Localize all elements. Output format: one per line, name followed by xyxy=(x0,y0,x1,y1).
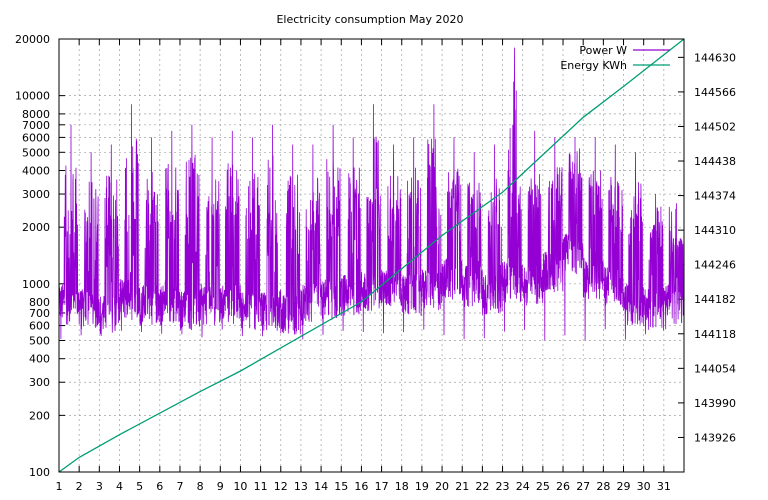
legend-label: Power W xyxy=(579,44,627,57)
x-tick-label: 27 xyxy=(576,480,590,493)
y-left-tick-label: 8000 xyxy=(22,108,50,121)
y-left-tick-label: 3000 xyxy=(22,188,50,201)
x-tick-label: 18 xyxy=(395,480,409,493)
y-right-tick-label: 144246 xyxy=(694,259,736,272)
x-tick-label: 4 xyxy=(116,480,123,493)
x-tick-label: 19 xyxy=(415,480,429,493)
x-tick-label: 5 xyxy=(136,480,143,493)
x-tick-label: 11 xyxy=(254,480,268,493)
x-tick-label: 25 xyxy=(536,480,550,493)
y-right-tick-label: 144054 xyxy=(694,362,736,375)
y-left-tick-label: 20000 xyxy=(15,33,50,46)
y-left-tick-label: 5000 xyxy=(22,146,50,159)
y-left-tick-label: 4000 xyxy=(22,165,50,178)
y-left-tick-label: 6000 xyxy=(22,131,50,144)
energy-series xyxy=(58,38,685,473)
y-left-tick-label: 200 xyxy=(29,409,50,422)
x-tick-label: 17 xyxy=(375,480,389,493)
x-tick-label: 30 xyxy=(637,480,651,493)
y-right-tick-label: 144566 xyxy=(694,86,736,99)
x-tick-label: 10 xyxy=(233,480,247,493)
x-tick-label: 3 xyxy=(96,480,103,493)
y-left-tick-label: 500 xyxy=(29,334,50,347)
x-tick-label: 6 xyxy=(156,480,163,493)
y-right-tick-label: 144630 xyxy=(694,51,736,64)
x-tick-label: 7 xyxy=(176,480,183,493)
y-left-tick-label: 2000 xyxy=(22,221,50,234)
x-tick-label: 20 xyxy=(435,480,449,493)
x-tick-label: 15 xyxy=(334,480,348,493)
x-tick-label: 9 xyxy=(217,480,224,493)
y-right-tick-label: 143990 xyxy=(694,397,736,410)
x-tick-label: 23 xyxy=(496,480,510,493)
power-series xyxy=(58,47,685,341)
x-tick-label: 1 xyxy=(56,480,63,493)
chart-title: Electricity consumption May 2020 xyxy=(276,13,463,26)
y-right-tick-label: 144438 xyxy=(694,155,736,168)
x-tick-label: 16 xyxy=(354,480,368,493)
x-tick-label: 26 xyxy=(556,480,570,493)
plot-frame xyxy=(58,38,685,473)
x-tick-label: 24 xyxy=(516,480,530,493)
y-left-tick-label: 7000 xyxy=(22,119,50,132)
x-tick-label: 13 xyxy=(294,480,308,493)
y-left-tick-label: 100 xyxy=(29,466,50,479)
y-right-tick-label: 144502 xyxy=(694,120,736,133)
y-right-tick-label: 143926 xyxy=(694,431,736,444)
x-tick-label: 14 xyxy=(314,480,328,493)
legend: Power W Energy KWh xyxy=(560,44,670,72)
x-tick-label: 22 xyxy=(475,480,489,493)
y-left-tick-label: 600 xyxy=(29,320,50,333)
x-tick-label: 2 xyxy=(76,480,83,493)
y-left-tick-label: 300 xyxy=(29,376,50,389)
y-right-tick-label: 144310 xyxy=(694,224,736,237)
energy-line xyxy=(58,38,685,473)
x-tick-label: 8 xyxy=(197,480,204,493)
y-left-tick-label: 400 xyxy=(29,353,50,366)
x-tick-label: 12 xyxy=(274,480,288,493)
axes: 1 2 3 4 5 6 7 8 9 10 11 12 13 14 15 16 17 18 19 20 21 22 23 24 2… xyxy=(15,33,736,493)
y-right-tick-label: 144374 xyxy=(694,190,736,203)
legend-label: Energy KWh xyxy=(560,59,627,72)
power-line xyxy=(58,47,685,341)
y-left-tick-label: 1000 xyxy=(22,278,50,291)
y-right-tick-label: 144118 xyxy=(694,328,736,341)
x-tick-label: 21 xyxy=(455,480,469,493)
x-tick-label: 28 xyxy=(596,480,610,493)
y-left-tick-label: 700 xyxy=(29,307,50,320)
x-tick-label: 29 xyxy=(617,480,631,493)
y-left-tick-label: 800 xyxy=(29,296,50,309)
y-right-tick-label: 144182 xyxy=(694,293,736,306)
y-left-tick-label: 10000 xyxy=(15,90,50,103)
x-tick-label: 31 xyxy=(657,480,671,493)
